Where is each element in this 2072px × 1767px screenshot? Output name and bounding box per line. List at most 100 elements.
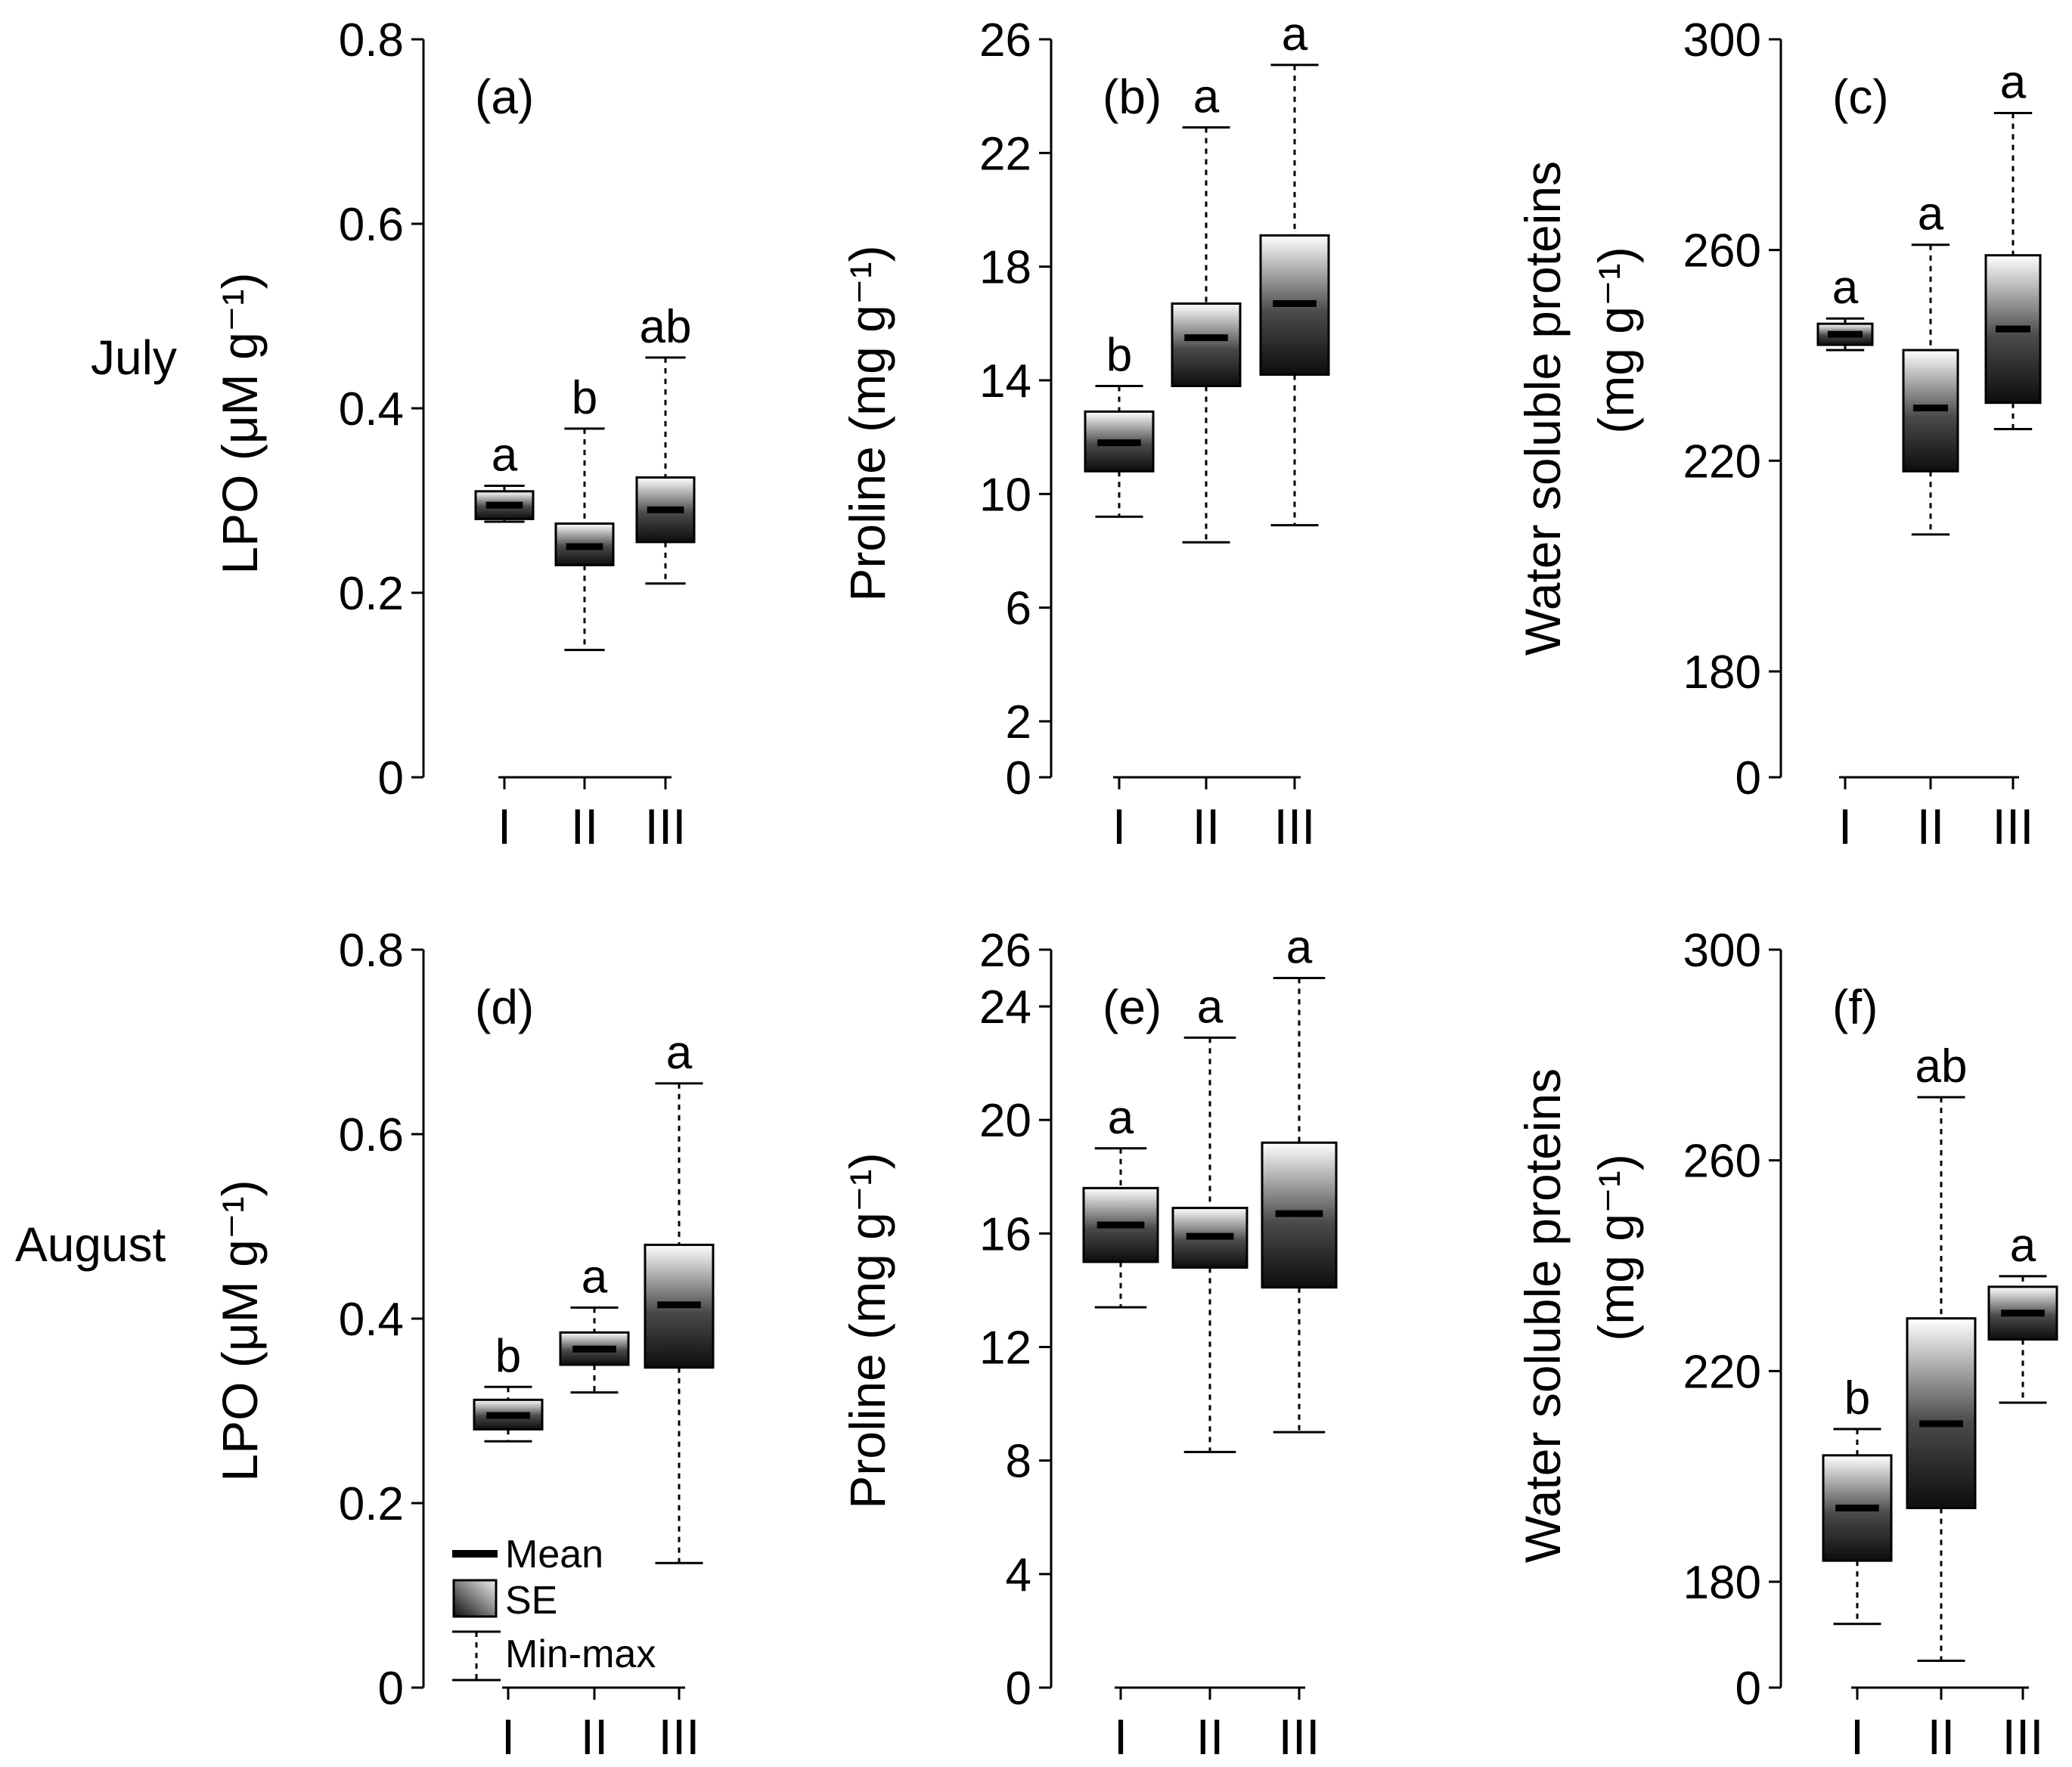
significance-letter: a bbox=[492, 429, 518, 481]
panel-label: (d) bbox=[475, 980, 534, 1034]
x-category-label: III bbox=[1278, 1709, 1320, 1765]
box-III: a bbox=[1259, 8, 1330, 527]
y-tick-label: 20 bbox=[979, 1095, 1031, 1147]
significance-letter: a bbox=[2010, 1220, 2036, 1272]
significance-letter: a bbox=[1286, 922, 1313, 974]
y-tick-label: 18 bbox=[979, 242, 1031, 294]
y-tick-label: 0.8 bbox=[339, 925, 404, 977]
box-III: a bbox=[1984, 57, 2042, 431]
y-tick-label: 0 bbox=[378, 1663, 404, 1715]
y-tick-label: 14 bbox=[979, 355, 1031, 408]
y-tick-label: 260 bbox=[1683, 1136, 1761, 1188]
y-axis-title: Proline (mg g⁻¹) bbox=[839, 245, 895, 601]
y-axis-title: LPO (μM g⁻¹) bbox=[212, 1180, 268, 1481]
y-tick-label: 0.4 bbox=[339, 383, 404, 436]
significance-letter: ab bbox=[640, 301, 692, 353]
y-tick-label: 0.4 bbox=[339, 1294, 404, 1346]
significance-letter: a bbox=[1108, 1092, 1134, 1144]
box-II: b bbox=[554, 372, 615, 652]
y-axis-title-unit: (mg g⁻¹) bbox=[1588, 246, 1644, 434]
panel-label: (f) bbox=[1832, 980, 1878, 1034]
legend-se-swatch bbox=[452, 1579, 498, 1618]
legend-se-label: SE bbox=[505, 1579, 557, 1623]
y-axis-title: Proline (mg g⁻¹) bbox=[839, 1152, 895, 1508]
box-I: b bbox=[1822, 1372, 1893, 1626]
row-label-july: July bbox=[91, 330, 177, 385]
y-tick-label: 300 bbox=[1683, 925, 1761, 977]
x-category-label: I bbox=[1114, 1709, 1128, 1765]
significance-letter: b bbox=[1106, 330, 1132, 382]
y-tick-label: 4 bbox=[1006, 1549, 1031, 1601]
box-II: a bbox=[1902, 188, 1959, 536]
panel-d: 00.20.40.60.8I II III(d)LPO (μM g⁻¹) baa bbox=[212, 925, 715, 1765]
box-III: a bbox=[1261, 922, 1338, 1434]
x-category-label: III bbox=[2002, 1709, 2043, 1765]
y-tick-label: 300 bbox=[1683, 14, 1761, 67]
y-tick-label: 26 bbox=[979, 14, 1031, 67]
y-tick-label: 220 bbox=[1683, 1346, 1761, 1398]
y-tick-label: 0.2 bbox=[339, 1478, 404, 1530]
y-axis-title: Water soluble proteins bbox=[1515, 161, 1571, 656]
x-category-label: II bbox=[581, 1709, 609, 1765]
significance-letter: a bbox=[1832, 262, 1859, 314]
legend: Mean SE Min-max bbox=[452, 1533, 656, 1682]
se-box bbox=[1906, 1317, 1977, 1509]
x-category-label: II bbox=[1193, 798, 1221, 854]
panel-label: (e) bbox=[1103, 980, 1162, 1034]
significance-letter: b bbox=[495, 1330, 521, 1382]
y-tick-label: 0.6 bbox=[339, 1109, 404, 1161]
y-axis-title: Water soluble proteins bbox=[1515, 1068, 1571, 1563]
significance-letter: a bbox=[666, 1027, 693, 1079]
box-I: b bbox=[1084, 330, 1155, 518]
x-category-label: III bbox=[644, 798, 686, 854]
significance-letter: a bbox=[1282, 8, 1308, 60]
y-tick-label: 8 bbox=[1006, 1436, 1031, 1488]
y-tick-label: 24 bbox=[979, 981, 1031, 1034]
y-axis-title-unit: (mg g⁻¹) bbox=[1588, 1154, 1644, 1341]
y-tick-label: 0 bbox=[1735, 752, 1761, 804]
box-II: a bbox=[1171, 981, 1248, 1453]
y-tick-label: 0.6 bbox=[339, 199, 404, 251]
y-tick-label: 180 bbox=[1683, 646, 1761, 699]
y-tick-label: 22 bbox=[979, 128, 1031, 180]
significance-letter: b bbox=[1844, 1372, 1870, 1424]
legend-mean-label: Mean bbox=[505, 1533, 603, 1576]
row-label-august: August bbox=[15, 1217, 166, 1272]
x-category-label: II bbox=[1917, 798, 1945, 854]
y-tick-label: 2 bbox=[1006, 696, 1031, 749]
panel-label: (c) bbox=[1832, 70, 1889, 124]
significance-letter: b bbox=[572, 372, 597, 424]
y-tick-label: 0.8 bbox=[339, 14, 404, 67]
panel-label: (b) bbox=[1103, 70, 1162, 124]
y-tick-label: 0 bbox=[378, 752, 404, 804]
y-tick-label: 180 bbox=[1683, 1557, 1761, 1609]
significance-letter: a bbox=[1193, 71, 1220, 123]
legend-minmax-label: Min-max bbox=[505, 1632, 656, 1676]
box-II: ab bbox=[1906, 1040, 1977, 1662]
y-tick-label: 0 bbox=[1006, 752, 1031, 804]
significance-letter: a bbox=[582, 1251, 608, 1303]
x-category-label: I bbox=[1112, 798, 1126, 854]
y-tick-label: 220 bbox=[1683, 436, 1761, 488]
x-category-label: III bbox=[1273, 798, 1315, 854]
box-I: a bbox=[1816, 262, 1874, 352]
panel-label: (a) bbox=[475, 70, 534, 124]
y-tick-label: 0 bbox=[1735, 1663, 1761, 1715]
box-III: a bbox=[644, 1027, 715, 1564]
y-tick-label: 12 bbox=[979, 1322, 1031, 1375]
significance-letter: a bbox=[1918, 188, 1944, 240]
y-tick-label: 6 bbox=[1006, 583, 1031, 635]
significance-letter: ab bbox=[1915, 1040, 1968, 1093]
box-III: a bbox=[1987, 1220, 2058, 1404]
box-I: b bbox=[473, 1330, 544, 1443]
significance-letter: a bbox=[2000, 57, 2027, 109]
x-category-label: II bbox=[1928, 1709, 1956, 1765]
box-II: a bbox=[1171, 71, 1242, 544]
y-axis-title: LPO (μM g⁻¹) bbox=[212, 272, 268, 574]
box-I: a bbox=[1082, 1092, 1159, 1309]
x-category-label: I bbox=[501, 1709, 515, 1765]
